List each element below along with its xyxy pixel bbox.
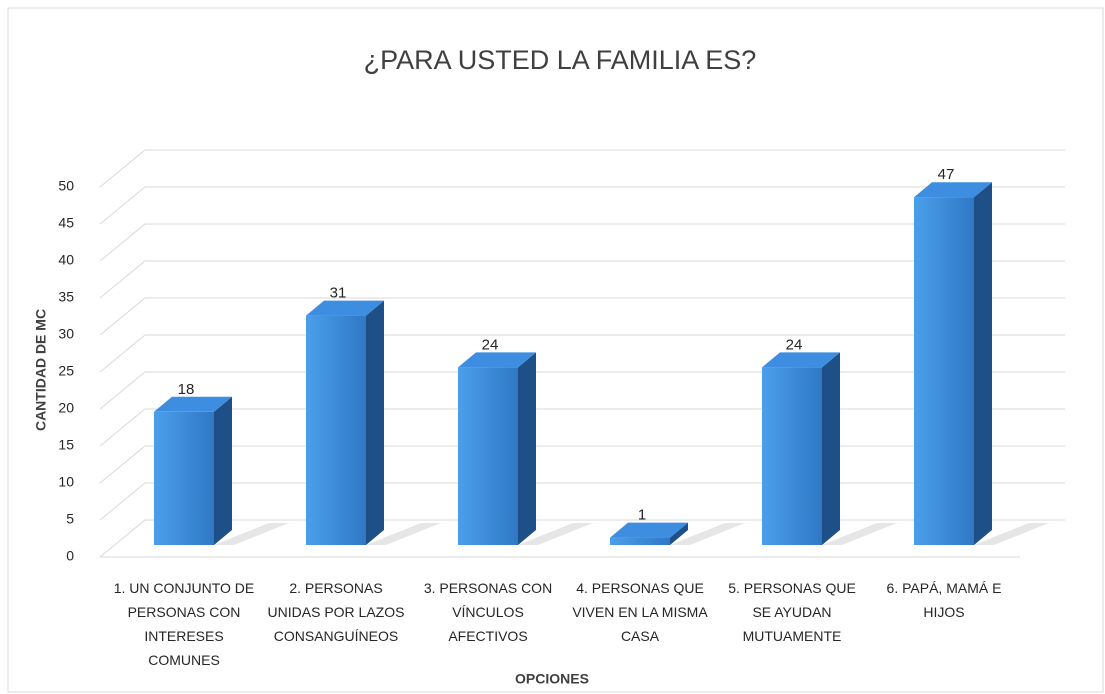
bar-front xyxy=(306,315,366,545)
grid-line xyxy=(99,334,1065,373)
bar-side xyxy=(670,522,688,545)
grid-line xyxy=(99,223,1065,262)
bar-shadow xyxy=(366,523,441,545)
x-tick-label: 3. PERSONAS CON VÍNCULOS AFECTIVOS xyxy=(423,580,553,644)
bar xyxy=(610,522,745,545)
grid-line xyxy=(99,260,1065,299)
chart-title: ¿PARA USTED LA FAMILIA ES? xyxy=(364,45,757,75)
bar-front xyxy=(154,411,214,545)
grid-line xyxy=(99,371,1065,410)
y-tick-label: 40 xyxy=(58,252,74,268)
bar-shadow xyxy=(214,523,289,545)
chart-border xyxy=(7,7,1104,693)
value-label: 31 xyxy=(330,285,347,302)
x-tick-label: 2. PERSONAS UNIDAS POR LAZOS CONSANGUÍNE… xyxy=(267,580,405,644)
bar-front xyxy=(914,197,974,545)
bar-top xyxy=(762,352,840,368)
bar-side xyxy=(366,300,384,545)
bar-top xyxy=(914,182,992,198)
bar-top xyxy=(154,396,232,412)
bar xyxy=(458,352,593,545)
x-tick-label: 1. UN CONJUNTO DE PERSONAS CON INTERESES… xyxy=(113,580,255,668)
x-axis-title: OPCIONES xyxy=(515,671,589,687)
grid-line xyxy=(99,482,1065,521)
value-label: 18 xyxy=(178,381,195,398)
bar-shadow xyxy=(670,523,745,545)
x-tick-label: 6. PAPÁ, MAMÁ E HIJOS xyxy=(886,580,1002,620)
bar-side xyxy=(214,396,232,545)
grid-line xyxy=(99,445,1065,484)
bar xyxy=(762,352,897,545)
bar-shadow xyxy=(518,523,593,545)
bar-top xyxy=(306,300,384,316)
value-label: 47 xyxy=(938,166,955,183)
bar xyxy=(154,396,289,545)
x-tick-label: 4. PERSONAS QUE VIVEN EN LA MISMA CASA xyxy=(572,580,708,644)
bar-front xyxy=(610,537,670,545)
grid-line xyxy=(99,149,1065,188)
bar-shadow xyxy=(974,523,1049,545)
y-tick-label: 25 xyxy=(58,363,74,379)
y-tick-label: 15 xyxy=(58,437,74,453)
y-tick-label: 50 xyxy=(58,178,74,194)
y-tick-label: 35 xyxy=(58,289,74,305)
bar xyxy=(914,182,1049,545)
y-tick-label: 0 xyxy=(66,548,74,564)
y-tick-label: 30 xyxy=(58,326,74,342)
grid-line xyxy=(99,297,1065,336)
y-tick-label: 20 xyxy=(58,400,74,416)
bar-side xyxy=(974,182,992,545)
y-tick-label: 5 xyxy=(66,511,74,527)
bar-front xyxy=(762,367,822,545)
x-tick-label: 5. PERSONAS QUE SE AYUDAN MUTUAMENTE xyxy=(728,580,856,644)
grid-line xyxy=(99,519,1065,558)
y-axis-title: CANTIDAD DE MC xyxy=(33,309,49,431)
bar-side xyxy=(822,352,840,545)
value-label: 24 xyxy=(482,336,499,353)
bar-top xyxy=(458,352,536,368)
grid-line xyxy=(99,186,1065,225)
bar-top xyxy=(610,522,688,538)
bar xyxy=(306,300,441,545)
value-label: 1 xyxy=(638,507,646,524)
y-tick-label: 45 xyxy=(58,215,74,231)
bar-shadow xyxy=(822,523,897,545)
grid-line xyxy=(99,408,1065,447)
y-tick-label: 10 xyxy=(58,474,74,490)
bar-front xyxy=(458,367,518,545)
value-label: 24 xyxy=(786,336,803,353)
bar-side xyxy=(518,352,536,545)
